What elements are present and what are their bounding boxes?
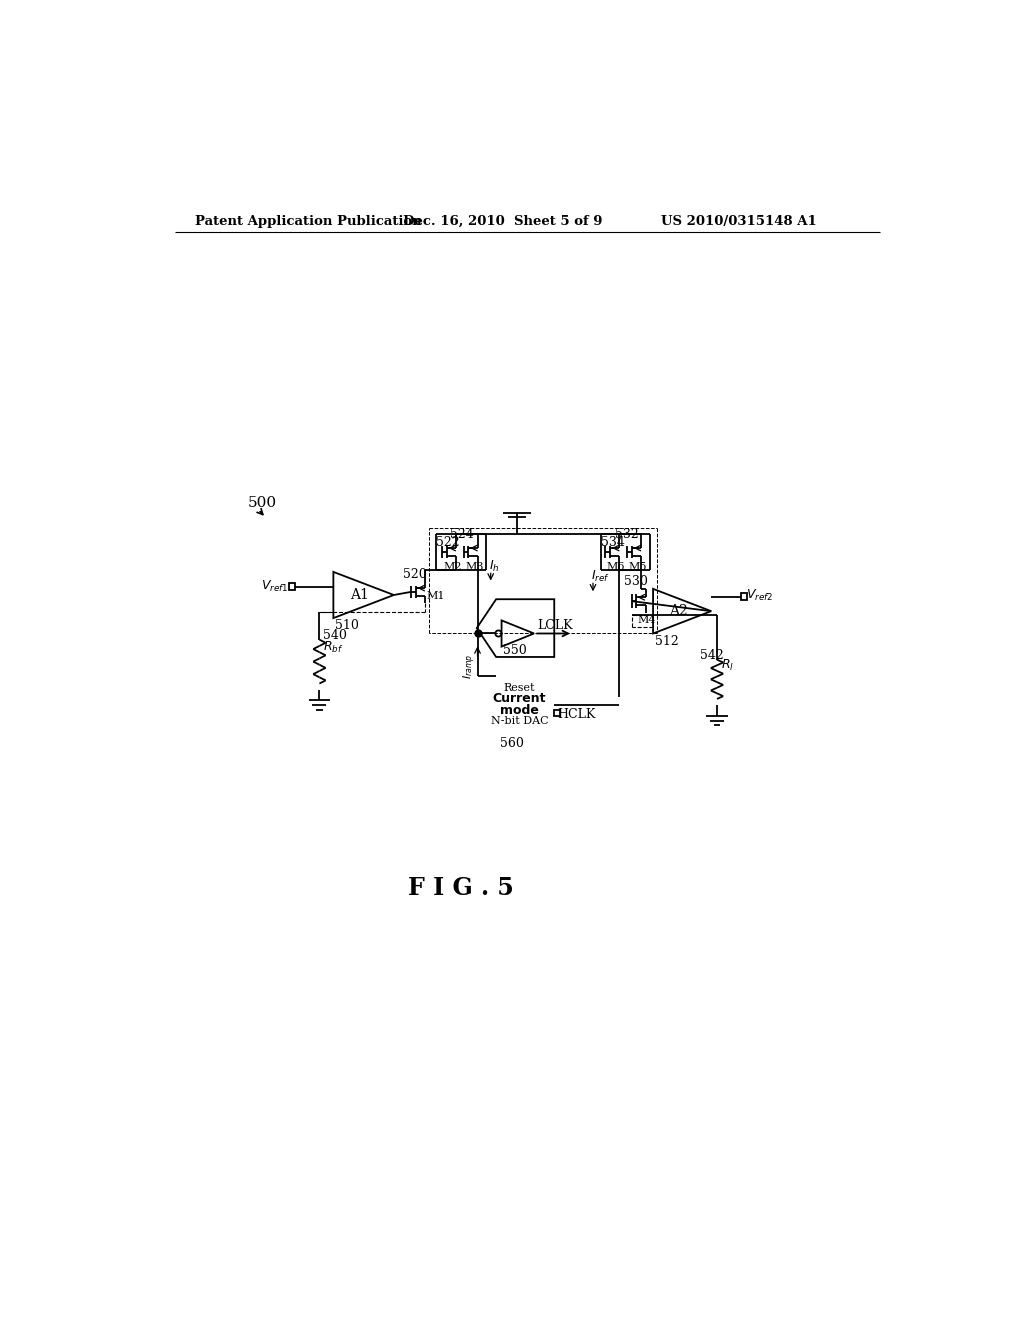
Text: 560: 560 — [500, 738, 524, 751]
Text: A2: A2 — [669, 605, 688, 618]
Text: $I_h$: $I_h$ — [489, 558, 500, 574]
Text: 512: 512 — [654, 635, 678, 648]
Text: $I_{ref}$: $I_{ref}$ — [591, 569, 609, 583]
Text: US 2010/0315148 A1: US 2010/0315148 A1 — [662, 215, 817, 228]
Text: F I G . 5: F I G . 5 — [409, 876, 514, 900]
Text: 510: 510 — [335, 619, 358, 632]
Text: M4: M4 — [638, 615, 656, 624]
Text: $V_{ref2}$: $V_{ref2}$ — [746, 587, 774, 602]
Bar — [554, 710, 560, 715]
Text: 500: 500 — [248, 495, 278, 510]
Text: mode: mode — [500, 704, 539, 717]
Text: N-bit DAC: N-bit DAC — [490, 717, 548, 726]
Text: $R_{bf}$: $R_{bf}$ — [324, 640, 344, 655]
Text: 550: 550 — [503, 644, 526, 657]
Text: 522: 522 — [436, 536, 460, 549]
Text: A1: A1 — [350, 587, 370, 602]
Text: M3: M3 — [465, 562, 483, 573]
Bar — [289, 583, 295, 590]
Text: M2: M2 — [443, 562, 462, 573]
Text: 532: 532 — [615, 528, 639, 541]
Text: LCLK: LCLK — [538, 619, 572, 632]
Text: 534: 534 — [601, 536, 625, 549]
Text: $V_{ref1}$: $V_{ref1}$ — [261, 579, 289, 594]
Text: Current: Current — [493, 693, 546, 705]
Text: $I_{ramp}$: $I_{ramp}$ — [462, 653, 478, 680]
Text: 520: 520 — [403, 569, 427, 582]
Text: Patent Application Publication: Patent Application Publication — [196, 215, 422, 228]
Text: 540: 540 — [324, 630, 347, 643]
Text: HCLK: HCLK — [557, 708, 596, 721]
Text: Dec. 16, 2010  Sheet 5 of 9: Dec. 16, 2010 Sheet 5 of 9 — [403, 215, 603, 228]
Text: $R_l$: $R_l$ — [721, 659, 734, 673]
Text: M5: M5 — [629, 562, 647, 573]
Text: 524: 524 — [450, 528, 473, 541]
Text: M6: M6 — [607, 562, 626, 573]
Text: M1: M1 — [426, 591, 444, 601]
Text: Reset: Reset — [504, 684, 536, 693]
Bar — [741, 594, 748, 599]
Text: 542: 542 — [700, 649, 724, 663]
Text: 530: 530 — [624, 576, 648, 589]
